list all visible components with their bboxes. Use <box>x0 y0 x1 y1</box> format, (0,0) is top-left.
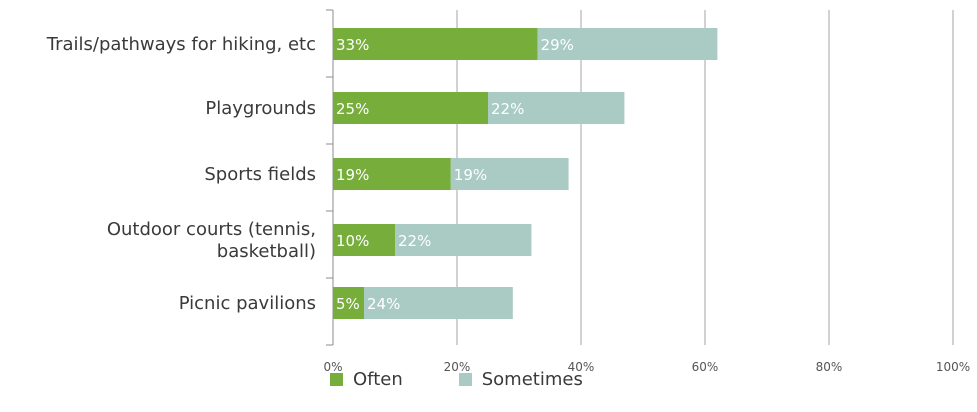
data-label-sometimes: 22% <box>491 100 524 118</box>
bar-often <box>333 287 364 319</box>
legend-item-sometimes: Sometimes <box>458 369 583 390</box>
bar-often <box>333 92 488 124</box>
category-label: Sports fields <box>204 164 316 185</box>
data-label-often: 5% <box>336 295 360 313</box>
data-label-often: 10% <box>336 232 369 250</box>
data-label-sometimes: 24% <box>367 295 400 313</box>
x-tick-label: 20% <box>444 360 471 374</box>
x-tick-label: 100% <box>936 360 970 374</box>
chart-legend: Often Sometimes <box>330 369 583 390</box>
category-label: basketball) <box>217 241 316 262</box>
legend-swatch-sometimes <box>458 373 472 386</box>
legend-swatch-often <box>330 373 343 386</box>
legend-label-sometimes: Sometimes <box>481 369 583 390</box>
bar-sometimes <box>488 92 625 124</box>
legend-item-often: Often <box>330 369 403 390</box>
bar-often <box>333 28 538 60</box>
x-tick-label: 40% <box>568 360 595 374</box>
data-label-sometimes: 19% <box>454 166 487 184</box>
legend-label-often: Often <box>353 369 403 390</box>
category-label: Outdoor courts (tennis, <box>107 219 316 240</box>
bar-sometimes <box>395 224 532 256</box>
bar-often <box>333 224 395 256</box>
x-tick-label: 60% <box>692 360 719 374</box>
bar-sometimes <box>537 28 718 60</box>
data-label-often: 25% <box>336 100 369 118</box>
category-label: Playgrounds <box>205 98 316 119</box>
category-label: Picnic pavilions <box>179 293 316 314</box>
x-tick-label: 80% <box>816 360 843 374</box>
data-label-often: 19% <box>336 166 369 184</box>
bar-sometimes <box>450 158 569 190</box>
bar-often <box>333 158 451 190</box>
bar-sometimes <box>364 287 513 319</box>
data-label-sometimes: 29% <box>541 36 574 54</box>
data-label-sometimes: 22% <box>398 232 431 250</box>
x-tick-label: 0% <box>323 360 342 374</box>
data-label-often: 33% <box>336 36 369 54</box>
category-label: Trails/pathways for hiking, etc <box>46 34 316 55</box>
